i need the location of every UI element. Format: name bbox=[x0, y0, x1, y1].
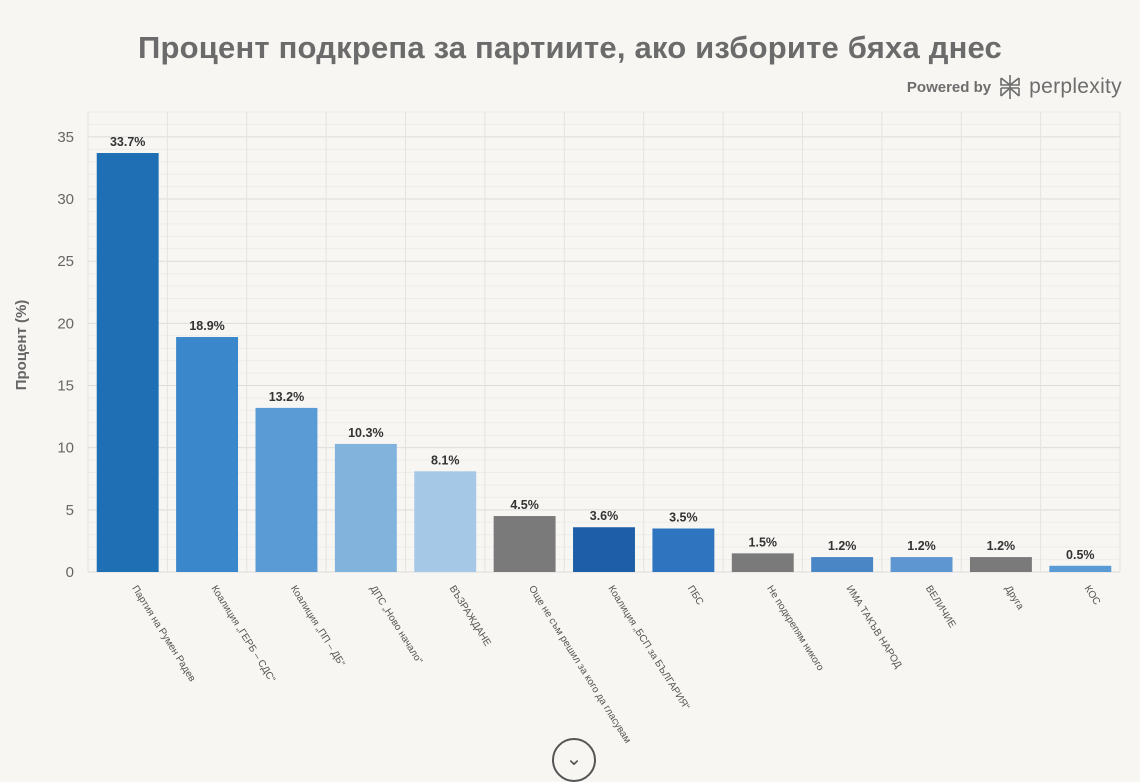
bar-value-label: 18.9% bbox=[189, 319, 224, 333]
x-tick-label: Коалиция „ГЕРБ – СДС“ bbox=[209, 584, 278, 685]
x-tick-label: Друга bbox=[1002, 584, 1025, 612]
x-tick-label: Коалиция „ПП – ДБ“ bbox=[288, 584, 347, 669]
bar-value-label: 3.5% bbox=[669, 510, 698, 524]
chart-title: Процент подкрепа за партиите, ако избори… bbox=[138, 30, 1002, 65]
value-labels: 33.7% 18.9% 13.2% 10.3% 8.1% 4.5% 3.6% 3.5% 1.5%… bbox=[110, 135, 1095, 562]
bar-value-label: 33.7% bbox=[110, 135, 145, 149]
y-axis-title: Процент (%) bbox=[13, 300, 30, 391]
x-tick-label: Партия на Румен Радев bbox=[129, 584, 197, 684]
bar[interactable] bbox=[652, 528, 715, 572]
perplexity-brand: perplexity bbox=[1029, 75, 1122, 98]
bar-value-label: 1.2% bbox=[907, 539, 936, 553]
bar-value-label: 1.2% bbox=[987, 539, 1016, 553]
x-tick-label: ПБС bbox=[685, 584, 705, 608]
y-tick-label: 5 bbox=[66, 502, 74, 519]
x-tick-label: КОС bbox=[1082, 584, 1102, 607]
bar-value-label: 10.3% bbox=[348, 426, 383, 440]
x-tick-label: ВЪЗРАЖДАНЕ bbox=[447, 584, 493, 649]
x-tick-label: Коалиция „БСП за БЪЛГАРИЯ“ bbox=[605, 584, 691, 712]
bar[interactable] bbox=[493, 516, 556, 572]
bar[interactable] bbox=[969, 557, 1032, 572]
bar-chart: 0 5 10 15 20 25 30 35 33.7% 18.9% 13.2% 10.3% 8.1% 4… bbox=[13, 111, 1121, 746]
y-axis-ticks: 0 5 10 15 20 25 30 35 bbox=[57, 129, 74, 581]
bar[interactable] bbox=[890, 557, 953, 572]
bar-value-label: 1.2% bbox=[828, 539, 857, 553]
bar-value-label: 0.5% bbox=[1066, 548, 1095, 562]
y-tick-label: 10 bbox=[57, 440, 74, 457]
x-tick-label: ИМА ТАКЪВ НАРОД bbox=[844, 584, 904, 671]
y-tick-label: 35 bbox=[57, 129, 74, 146]
bars bbox=[96, 153, 1112, 572]
powered-by-badge[interactable]: Powered by perplexity bbox=[907, 74, 1122, 100]
bar[interactable] bbox=[1049, 565, 1112, 572]
grid-lines bbox=[87, 111, 1121, 573]
y-tick-label: 0 bbox=[66, 564, 74, 581]
bar[interactable] bbox=[573, 527, 635, 572]
x-tick-label: ДПС „Ново начало“ bbox=[367, 584, 424, 666]
y-tick-label: 30 bbox=[57, 191, 74, 208]
bar[interactable] bbox=[176, 337, 239, 572]
bar[interactable] bbox=[811, 557, 874, 572]
bar[interactable] bbox=[414, 471, 477, 572]
bar[interactable] bbox=[334, 443, 397, 572]
bar[interactable] bbox=[96, 153, 159, 572]
chevron-down-icon: ⌄ bbox=[565, 748, 583, 770]
x-tick-label: Още не съм решил за кого да гласувам bbox=[526, 584, 633, 746]
x-tick-label: ВЕЛИЧИЕ bbox=[923, 584, 958, 630]
perplexity-logo-icon bbox=[1000, 75, 1020, 99]
bar-value-label: 3.6% bbox=[590, 509, 619, 523]
bar-value-label: 4.5% bbox=[510, 498, 539, 512]
x-axis-labels: Партия на Румен Радев Коалиция „ГЕРБ – СД… bbox=[129, 584, 1102, 746]
bar-value-label: 13.2% bbox=[269, 390, 304, 404]
bar-value-label: 1.5% bbox=[749, 535, 778, 549]
bar[interactable] bbox=[255, 407, 318, 572]
y-tick-label: 25 bbox=[57, 253, 74, 270]
bar[interactable] bbox=[731, 553, 794, 572]
y-tick-label: 20 bbox=[57, 315, 74, 332]
powered-by-label: Powered by bbox=[906, 78, 992, 96]
y-tick-label: 15 bbox=[57, 378, 74, 395]
bar-value-label: 8.1% bbox=[431, 453, 460, 467]
expand-button[interactable]: ⌄ bbox=[552, 738, 596, 782]
x-tick-label: Не подкрепям никого bbox=[764, 584, 826, 674]
